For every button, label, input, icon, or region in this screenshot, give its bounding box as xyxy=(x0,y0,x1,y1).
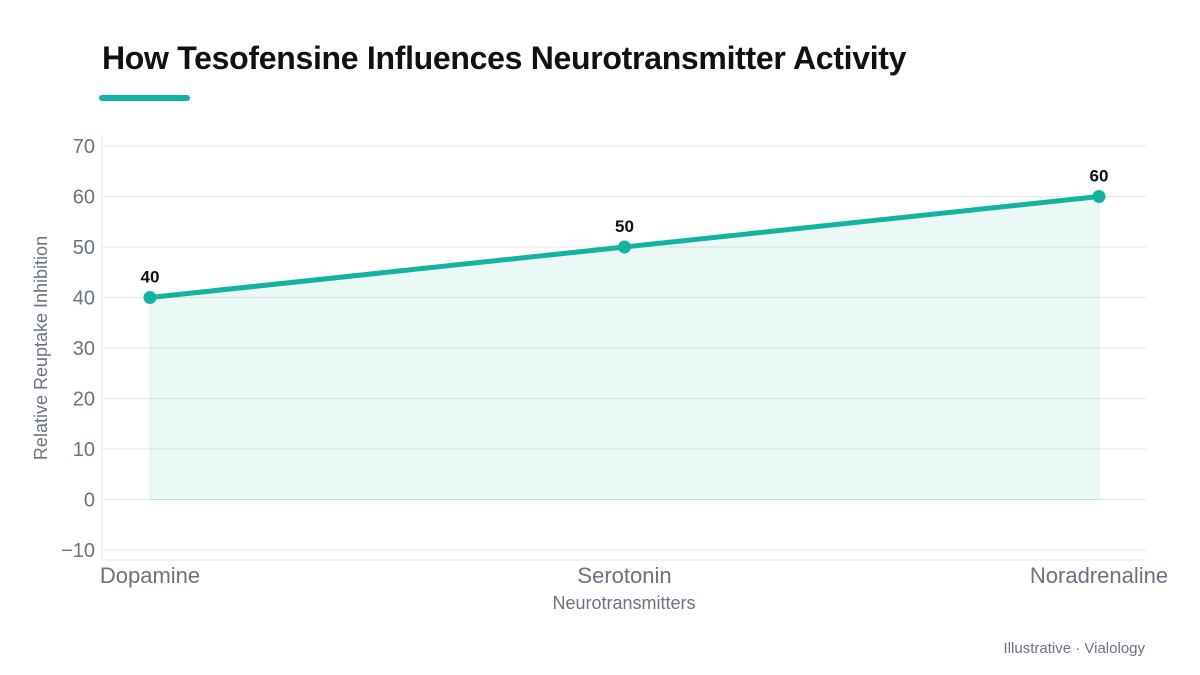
y-tick-labels: 70 60 50 40 30 20 10 0 −10 xyxy=(61,136,95,562)
data-point xyxy=(143,291,157,304)
axis-lines xyxy=(101,135,1146,561)
x-axis-label: Neurotransmitters xyxy=(552,593,695,613)
y-tick-label: 40 xyxy=(73,288,95,310)
data-label: 60 xyxy=(1090,167,1109,186)
x-tick-label: Noradrenaline xyxy=(1030,563,1168,588)
y-tick-label: 50 xyxy=(73,237,95,259)
y-axis-label: Relative Reuptake Inhibition xyxy=(31,236,51,460)
data-points xyxy=(143,190,1106,304)
y-tick-label: 0 xyxy=(84,490,95,512)
x-tick-labels: Dopamine Serotonin Noradrenaline xyxy=(100,563,1168,588)
data-point xyxy=(1092,190,1106,203)
chart-title: How Tesofensine Influences Neurotransmit… xyxy=(102,40,907,76)
y-tick-label: 30 xyxy=(73,338,95,360)
data-label: 50 xyxy=(615,217,634,236)
y-tick-label: 10 xyxy=(73,439,95,461)
x-tick-label: Dopamine xyxy=(100,563,200,588)
data-labels: 40 50 60 xyxy=(141,167,1109,287)
source-note: Illustrative · Vialology xyxy=(1003,640,1145,657)
grid-lines xyxy=(102,145,1146,551)
data-label: 40 xyxy=(141,268,160,287)
y-tick-label: −10 xyxy=(61,540,95,562)
y-tick-label: 60 xyxy=(73,187,95,209)
y-tick-label: 70 xyxy=(73,136,95,158)
title-underline xyxy=(99,95,190,101)
y-tick-label: 20 xyxy=(73,389,95,411)
x-tick-label: Serotonin xyxy=(577,563,671,588)
data-point xyxy=(618,240,631,254)
